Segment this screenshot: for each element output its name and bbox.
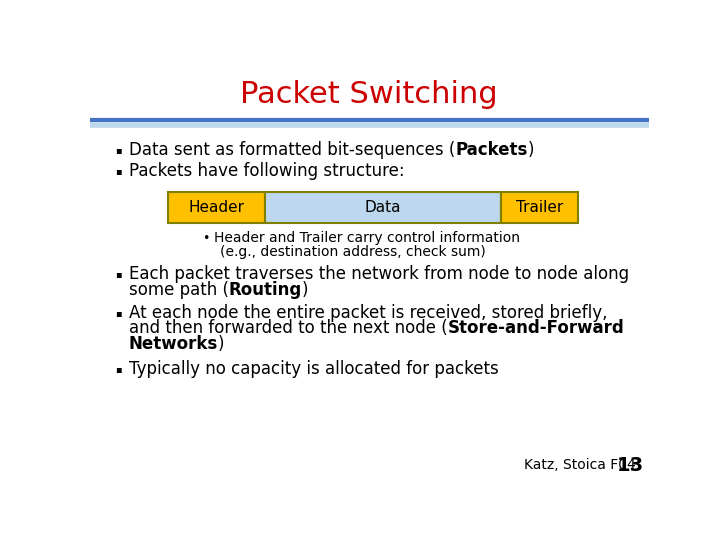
Text: At each node the entire packet is received, stored briefly,: At each node the entire packet is receiv… (129, 304, 607, 322)
Bar (501, 192, 578, 223)
Text: Networks: Networks (129, 335, 218, 353)
Bar (167, 192, 265, 223)
Text: Katz, Stoica F04: Katz, Stoica F04 (524, 458, 636, 472)
Text: Data: Data (364, 200, 401, 215)
Text: ▪: ▪ (115, 308, 122, 318)
Text: ▪: ▪ (115, 166, 122, 176)
Text: Trailer: Trailer (516, 200, 563, 215)
Text: ▪: ▪ (115, 364, 122, 374)
Text: Packets have following structure:: Packets have following structure: (129, 162, 404, 180)
Text: •: • (203, 232, 210, 245)
Text: some path (: some path ( (129, 281, 229, 299)
Text: Header and Trailer carry control information: Header and Trailer carry control informa… (214, 231, 520, 245)
Text: Routing: Routing (229, 281, 302, 299)
Text: and then forwarded to the next node (: and then forwarded to the next node ( (129, 319, 448, 337)
Text: ): ) (218, 335, 225, 353)
Text: Store-and-Forward: Store-and-Forward (448, 319, 624, 337)
Text: (e.g., destination address, check sum): (e.g., destination address, check sum) (221, 245, 486, 259)
Text: ): ) (302, 281, 309, 299)
Text: Data sent as formatted bit-sequences (: Data sent as formatted bit-sequences ( (129, 141, 455, 159)
Bar (265, 192, 501, 223)
Text: 13: 13 (617, 456, 645, 475)
Text: Packet Switching: Packet Switching (240, 80, 498, 109)
Text: ▪: ▪ (115, 269, 122, 279)
Text: Typically no capacity is allocated for packets: Typically no capacity is allocated for p… (129, 360, 499, 378)
Text: Header: Header (188, 200, 244, 215)
Text: ▪: ▪ (115, 144, 122, 155)
Text: Packets: Packets (455, 141, 528, 159)
Text: ): ) (528, 141, 534, 159)
Text: Each packet traverses the network from node to node along: Each packet traverses the network from n… (129, 265, 629, 283)
